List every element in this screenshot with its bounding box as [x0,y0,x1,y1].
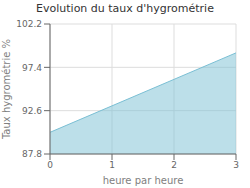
svg-text:87.8: 87.8 [22,149,42,159]
svg-text:97.4: 97.4 [22,63,42,73]
svg-text:Taux hygrométrie %: Taux hygrométrie % [8,39,12,140]
svg-text:0: 0 [47,160,53,170]
svg-text:2: 2 [171,160,177,170]
svg-text:heure par heure: heure par heure [103,175,184,186]
html-text:Evolution du taux d'hygrométri: Evolution du taux d'hygrométrie [36,2,214,15]
svg-text:1: 1 [109,160,115,170]
svg-text:3: 3 [233,160,239,170]
svg-text:102.2: 102.2 [16,19,42,29]
svg-text:92.6: 92.6 [22,106,42,116]
